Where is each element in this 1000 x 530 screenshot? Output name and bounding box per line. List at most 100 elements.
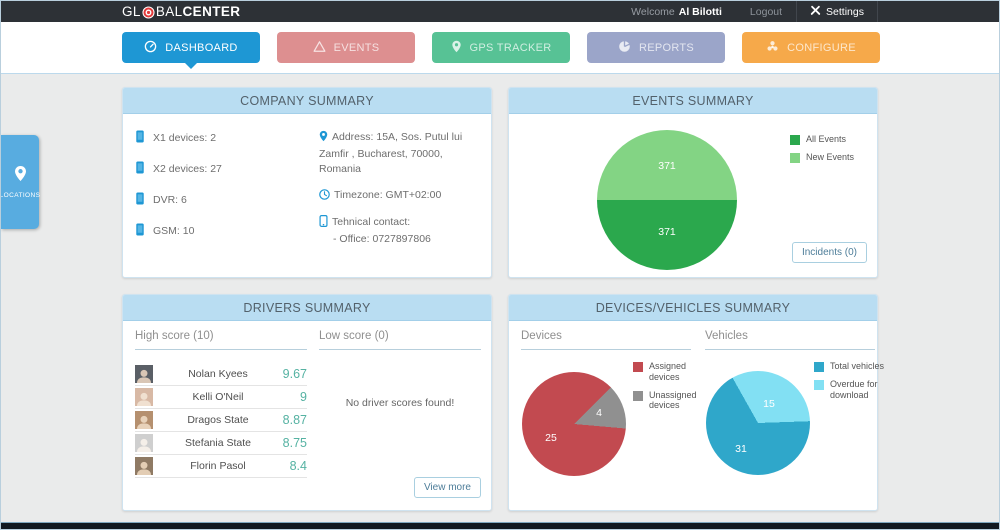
company-contact-info: Address: 15A, Sos. Putul lui Zamfir , Bu… (319, 130, 477, 257)
device-icon (135, 223, 145, 239)
legend-swatch (814, 380, 824, 390)
events-pie-chart (597, 130, 737, 270)
phone-icon (319, 214, 328, 230)
drivers-summary-panel: DRIVERS SUMMARY High score (10) Nolan Ky… (122, 294, 492, 511)
drivers-summary-title: DRIVERS SUMMARY (123, 295, 491, 321)
driver-row[interactable]: Dragos State 8.87 (135, 409, 307, 432)
company-device-counts: X1 devices: 2 X2 devices: 27 DVR: 6 GSM:… (135, 130, 222, 254)
logout-link[interactable]: Logout (749, 5, 783, 18)
legend-item-all-events: All Events (790, 134, 854, 145)
driver-row[interactable]: Stefania State 8.75 (135, 432, 307, 455)
company-item-gsm: GSM: 10 (135, 223, 222, 239)
settings-button[interactable]: Settings (796, 1, 878, 22)
devices-pie-value-unassigned: 4 (596, 407, 602, 419)
pin-icon (451, 40, 462, 56)
warning-icon (313, 40, 326, 56)
vehicles-legend: Total vehicles Overdue for download (814, 361, 892, 408)
legend-item-new-events: New Events (790, 152, 854, 163)
gear-icon (766, 40, 779, 56)
high-score-label: High score (10) (135, 330, 307, 350)
tab-dashboard[interactable]: DASHBOARD (122, 32, 260, 69)
footer-bar (1, 523, 999, 529)
devices-pie-value-assigned: 25 (545, 432, 557, 444)
no-driver-scores-message: No driver scores found! (345, 397, 455, 409)
vehicles-pie-value-total: 31 (735, 443, 747, 455)
company-timezone: Timezone: GMT+02:00 (319, 188, 477, 205)
low-score-label: Low score (0) (319, 330, 481, 350)
pie-icon (618, 40, 631, 56)
driver-row[interactable]: Kelli O'Neil 9 (135, 386, 307, 409)
driver-avatar (135, 457, 153, 475)
incidents-button[interactable]: Incidents (0) (791, 242, 867, 263)
driver-row[interactable]: Nolan Kyees 9.67 (135, 363, 307, 386)
logo-text-bal: BAL (155, 4, 183, 19)
tab-gps-tracker[interactable]: GPS TRACKER (432, 32, 570, 63)
tab-reports[interactable]: REPORTS (587, 32, 725, 63)
device-icon (135, 130, 145, 146)
dashboard-content: LOCATIONS COMPANY SUMMARY X1 devices: 2 … (1, 74, 999, 522)
top-bar-right: Welcome Al Bilotti Logout Settings (617, 1, 878, 22)
devices-pie-chart (522, 372, 626, 476)
legend-item-total-vehicles: Total vehicles (814, 361, 892, 372)
legend-swatch (633, 390, 643, 401)
legend-item-assigned-devices: Assigned devices (633, 361, 711, 383)
legend-swatch (790, 135, 800, 145)
driver-avatar (135, 434, 153, 452)
legend-item-overdue-download: Overdue for download (814, 379, 892, 401)
legend-item-unassigned-devices: Unassigned devices (633, 390, 711, 412)
legend-swatch (790, 153, 800, 163)
company-contact: Tehnical contact: - Office: 0727897806 (319, 214, 477, 247)
low-score-column: Low score (0) No driver scores found! (319, 330, 481, 409)
vehicles-pie-value-overdue: 15 (763, 398, 775, 410)
driver-avatar (135, 388, 153, 406)
tools-icon (810, 5, 821, 19)
location-pin-icon (13, 165, 28, 187)
events-pie-value-new: 371 (658, 160, 676, 172)
settings-label: Settings (826, 5, 864, 18)
welcome-text: Welcome Al Bilotti (617, 1, 736, 22)
company-office-phone: - Office: 0727897806 (333, 233, 431, 246)
devices-vehicles-title: DEVICES/VEHICLES SUMMARY (509, 295, 877, 321)
events-legend: All Events New Events (790, 134, 854, 170)
username: Al Bilotti (678, 5, 722, 18)
devices-vehicles-summary-panel: DEVICES/VEHICLES SUMMARY Devices Vehicle… (508, 294, 884, 511)
vehicles-label: Vehicles (705, 330, 875, 350)
map-pin-icon (319, 130, 328, 145)
locations-label: LOCATIONS (0, 192, 41, 199)
company-item-dvr: DVR: 6 (135, 192, 222, 208)
view-more-button[interactable]: View more (413, 477, 481, 498)
top-bar: GL BAL CENTER Welcome Al Bilotti Logout … (1, 1, 999, 22)
device-icon (135, 161, 145, 177)
company-summary-panel: COMPANY SUMMARY X1 devices: 2 X2 devices… (122, 87, 492, 278)
bullseye-icon (141, 4, 156, 19)
gauge-icon (144, 40, 157, 56)
company-item-x2: X2 devices: 27 (135, 161, 222, 177)
legend-swatch (814, 362, 824, 372)
devices-legend: Assigned devices Unassigned devices (633, 361, 711, 418)
company-item-x1: X1 devices: 2 (135, 130, 222, 146)
logo-text-gl: GL (122, 4, 141, 19)
locations-side-tab[interactable]: LOCATIONS (0, 135, 41, 229)
clock-icon (319, 188, 330, 203)
driver-avatar (135, 411, 153, 429)
events-summary-title: EVENTS SUMMARY (509, 88, 877, 114)
devices-label: Devices (521, 330, 691, 350)
driver-avatar (135, 365, 153, 383)
high-score-list: Nolan Kyees 9.67 Kelli O'Neil 9 Dragos S… (135, 363, 307, 478)
high-score-column: High score (10) Nolan Kyees 9.67 Kelli O… (135, 330, 307, 478)
tab-events[interactable]: EVENTS (277, 32, 415, 63)
logo-text-center: CENTER (182, 4, 241, 19)
welcome-label: Welcome (631, 5, 675, 18)
nav-tabs: DASHBOARD EVENTS GPS TRACKER REPORTS CON… (1, 22, 999, 74)
tab-configure[interactable]: CONFIGURE (742, 32, 880, 63)
devices-column: Devices (521, 330, 691, 350)
driver-row[interactable]: Florin Pasol 8.4 (135, 455, 307, 478)
company-summary-title: COMPANY SUMMARY (123, 88, 491, 114)
legend-swatch (633, 362, 643, 372)
company-address: Address: 15A, Sos. Putul lui Zamfir , Bu… (319, 130, 463, 176)
vehicles-column: Vehicles (705, 330, 875, 350)
app-logo: GL BAL CENTER (122, 1, 240, 22)
footer-divider (1, 522, 999, 523)
device-icon (135, 192, 145, 208)
